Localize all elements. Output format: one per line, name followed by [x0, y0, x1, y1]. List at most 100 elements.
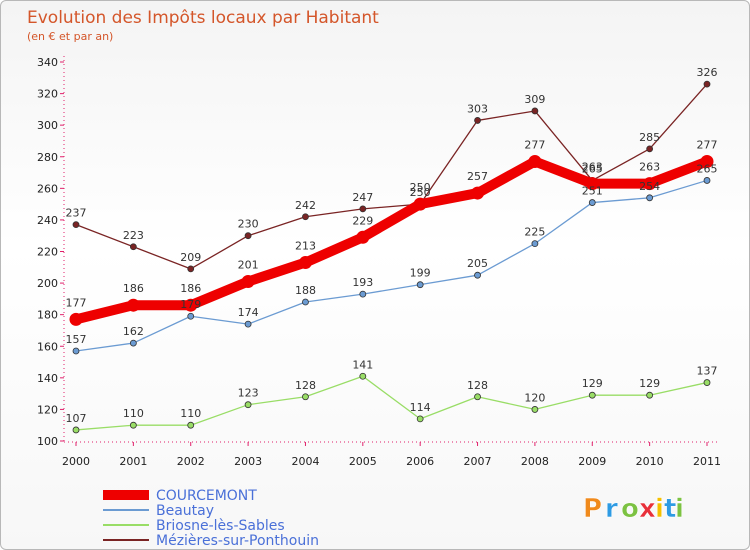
- data-label: 120: [524, 391, 545, 404]
- proxiti-letter: o: [621, 494, 639, 524]
- proxiti-letter: r: [605, 494, 618, 524]
- data-label: 265: [582, 162, 603, 175]
- y-tick-label: 180: [37, 309, 58, 322]
- data-point: [359, 205, 367, 213]
- data-point: [646, 391, 654, 399]
- proxiti-letter: x: [639, 494, 656, 524]
- data-label: 107: [66, 412, 87, 425]
- data-point: [241, 275, 255, 289]
- data-point: [356, 230, 370, 244]
- data-point: [700, 154, 714, 168]
- data-label: 141: [352, 358, 373, 371]
- data-labels: 237 223 209 230 242 247 250 303 309 265 285 326 157 1…: [66, 66, 718, 425]
- series-layer: [69, 80, 714, 434]
- data-point: [416, 415, 424, 423]
- data-point: [244, 320, 252, 328]
- data-label: 123: [238, 387, 259, 400]
- x-tick-label: 2009: [578, 455, 606, 468]
- proxiti-letter: t: [664, 494, 676, 524]
- data-label: 242: [295, 199, 316, 212]
- data-point: [187, 421, 195, 429]
- data-label: 277: [697, 138, 718, 151]
- data-point: [187, 265, 195, 273]
- data-point: [187, 312, 195, 320]
- data-label: 285: [639, 131, 660, 144]
- series-line-3: [75, 83, 708, 270]
- data-point: [126, 298, 140, 312]
- data-point: [244, 232, 252, 240]
- data-point: [531, 107, 539, 115]
- x-tick-label: 2010: [636, 455, 664, 468]
- chart-subtitle: (en € et par an): [27, 30, 113, 43]
- data-point: [69, 312, 83, 326]
- series-line-1: [75, 179, 708, 352]
- data-point: [588, 199, 596, 206]
- legend: COURCEMONTBeautayBriosne-lès-SablesMéziè…: [103, 488, 319, 549]
- data-label: 186: [180, 282, 201, 295]
- x-tick-label: 2005: [349, 455, 377, 468]
- data-point: [359, 372, 367, 380]
- data-label: 177: [66, 296, 87, 309]
- data-point: [129, 421, 137, 429]
- x-tick-label: 2008: [521, 455, 549, 468]
- data-point: [72, 426, 80, 434]
- data-point: [184, 298, 198, 312]
- data-label: 213: [295, 240, 316, 253]
- data-label: 209: [180, 251, 201, 264]
- data-label: 277: [524, 138, 545, 151]
- data-label: 128: [467, 379, 488, 392]
- x-tick-label: 2000: [62, 455, 90, 468]
- data-label: 205: [467, 257, 488, 270]
- data-label: 199: [410, 267, 431, 280]
- y-tick-label: 320: [37, 88, 58, 101]
- series-line-2: [75, 375, 708, 431]
- data-label: 193: [352, 276, 373, 289]
- data-label: 114: [410, 401, 431, 414]
- data-label: 223: [123, 229, 144, 242]
- data-point: [72, 347, 80, 355]
- data-label: 257: [467, 170, 488, 183]
- y-tick-label: 160: [37, 340, 58, 353]
- data-point: [302, 298, 309, 306]
- legend-label: Mézières-sur-Ponthouin: [156, 533, 319, 549]
- data-point: [413, 197, 427, 211]
- y-tick-label: 100: [37, 435, 58, 448]
- series-line-0: [71, 156, 712, 325]
- data-label: 254: [639, 180, 660, 193]
- x-tick-label: 2007: [464, 455, 492, 468]
- data-point: [588, 391, 596, 399]
- data-point: [416, 281, 424, 289]
- data-point: [528, 154, 542, 168]
- data-point: [643, 177, 657, 191]
- legend-label: COURCEMONT: [156, 488, 257, 504]
- data-point: [531, 240, 539, 248]
- data-point: [646, 145, 654, 153]
- data-label: 137: [697, 365, 718, 378]
- data-label: 179: [180, 298, 201, 311]
- data-label: 265: [697, 162, 718, 175]
- data-label: 110: [123, 407, 144, 420]
- legend-label: Briosne-lès-Sables: [156, 518, 285, 534]
- data-label: 250: [410, 186, 431, 199]
- y-tick-label: 120: [37, 403, 58, 416]
- proxiti-letter: i: [655, 494, 664, 524]
- data-point: [302, 393, 309, 401]
- y-tick-label: 200: [37, 277, 58, 290]
- y-tick-label: 260: [37, 182, 58, 195]
- data-point: [703, 379, 711, 386]
- data-label: 229: [352, 214, 373, 227]
- data-point: [474, 271, 481, 279]
- y-tick-label: 340: [37, 56, 58, 69]
- data-label: 110: [180, 407, 201, 420]
- data-point: [471, 186, 485, 200]
- data-point: [244, 401, 252, 409]
- proxiti-letter: i: [675, 494, 684, 524]
- data-point: [129, 243, 137, 251]
- data-label: 326: [697, 66, 718, 79]
- data-point: [703, 80, 711, 88]
- data-label: 251: [582, 185, 603, 198]
- y-tick-label: 240: [37, 214, 58, 227]
- data-point: [703, 177, 711, 184]
- data-point: [302, 213, 309, 221]
